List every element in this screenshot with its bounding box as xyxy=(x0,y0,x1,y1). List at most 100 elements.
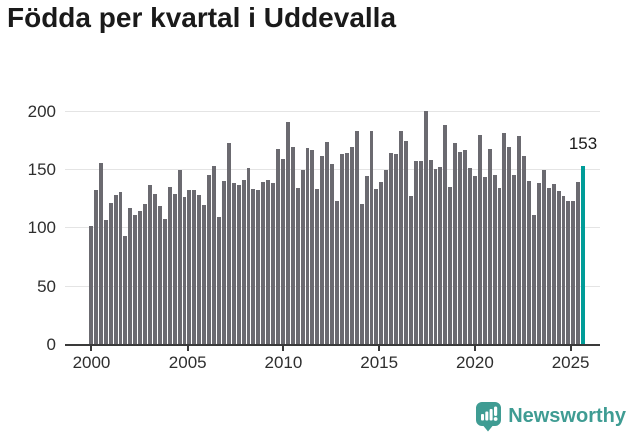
bar xyxy=(113,194,118,344)
bar xyxy=(527,180,531,344)
x-tick-label-2000: 2000 xyxy=(72,353,111,372)
bar xyxy=(428,159,433,344)
bar xyxy=(167,186,172,344)
bar xyxy=(148,185,152,344)
bar xyxy=(177,170,182,344)
bar xyxy=(226,143,231,344)
bar xyxy=(236,185,241,344)
bar xyxy=(349,146,354,344)
y-tick-label-50: 50 xyxy=(37,276,56,296)
bar xyxy=(541,170,546,344)
bar xyxy=(512,174,517,344)
bar-series xyxy=(89,107,586,344)
bar xyxy=(344,152,349,344)
x-tick-mark-2025 xyxy=(569,346,572,351)
bar xyxy=(315,188,320,344)
bar xyxy=(300,170,305,344)
bar-highlighted xyxy=(581,165,586,344)
bar xyxy=(128,207,133,344)
x-tick-mark-2000 xyxy=(90,346,93,351)
x-axis: 2000 2005 2010 2015 2020 2025 xyxy=(73,346,590,386)
bar xyxy=(98,163,103,344)
bar xyxy=(443,124,448,344)
bar xyxy=(502,132,507,344)
bar xyxy=(482,177,487,344)
bar xyxy=(295,187,300,344)
bar xyxy=(551,184,556,344)
bar xyxy=(359,204,364,344)
bar xyxy=(256,190,261,344)
bar xyxy=(192,190,197,344)
x-tick-label-2010: 2010 xyxy=(264,353,303,372)
x-tick-mark-2010 xyxy=(282,346,285,351)
bar xyxy=(108,202,113,344)
plot-area xyxy=(65,107,600,345)
bar xyxy=(231,183,236,344)
x-tick-label-2015: 2015 xyxy=(360,353,399,372)
bar xyxy=(477,135,482,344)
bar xyxy=(522,156,527,344)
bar xyxy=(531,214,536,344)
bar xyxy=(335,200,340,344)
bar xyxy=(207,174,212,344)
x-tick-label-2020: 2020 xyxy=(455,353,494,372)
newsworthy-bubble-chart-icon xyxy=(476,402,502,432)
bar xyxy=(453,143,458,344)
y-tick-label-0: 0 xyxy=(46,335,56,354)
bar xyxy=(182,197,187,344)
bar xyxy=(556,191,561,344)
bar xyxy=(433,169,438,344)
x-tick-mark-2015 xyxy=(378,346,381,351)
bar xyxy=(216,216,221,344)
bar xyxy=(162,219,167,344)
bar xyxy=(389,152,394,344)
bar xyxy=(330,164,335,344)
bar xyxy=(487,149,492,344)
newsworthy-logo[interactable]: Newsworthy xyxy=(475,401,626,432)
bar xyxy=(133,214,138,344)
bar xyxy=(310,150,315,344)
bar xyxy=(448,186,453,344)
bar xyxy=(280,158,285,344)
bar xyxy=(384,170,389,344)
bar xyxy=(290,146,295,344)
bar xyxy=(423,110,428,344)
y-tick-label-100: 100 xyxy=(27,218,56,238)
x-tick-mark-2020 xyxy=(473,346,476,351)
bar xyxy=(325,142,330,344)
bar xyxy=(251,188,256,344)
bar xyxy=(369,130,374,344)
bar xyxy=(408,195,413,344)
bar xyxy=(576,181,581,344)
bar xyxy=(197,194,202,344)
bar xyxy=(157,206,162,344)
bar xyxy=(507,146,512,344)
bar xyxy=(271,183,276,344)
bar xyxy=(438,166,443,344)
bar xyxy=(472,176,477,344)
bar xyxy=(202,205,207,344)
bar xyxy=(261,181,266,344)
bar xyxy=(276,149,280,344)
bar xyxy=(517,136,522,344)
bar xyxy=(546,187,551,344)
bar xyxy=(241,179,246,344)
bar xyxy=(379,181,384,344)
bar xyxy=(404,141,408,344)
bar xyxy=(399,130,403,344)
bar xyxy=(320,156,325,344)
bar xyxy=(172,193,177,344)
bar xyxy=(566,200,571,344)
gridline-200 xyxy=(65,110,600,112)
bar xyxy=(394,153,399,344)
bar xyxy=(221,180,226,344)
bar xyxy=(467,167,472,344)
bar xyxy=(354,130,359,344)
bar xyxy=(492,174,497,344)
x-tick-label-2005: 2005 xyxy=(168,353,207,372)
bar xyxy=(413,160,418,344)
bar xyxy=(123,235,128,344)
bar xyxy=(497,187,502,344)
bar xyxy=(89,226,93,344)
